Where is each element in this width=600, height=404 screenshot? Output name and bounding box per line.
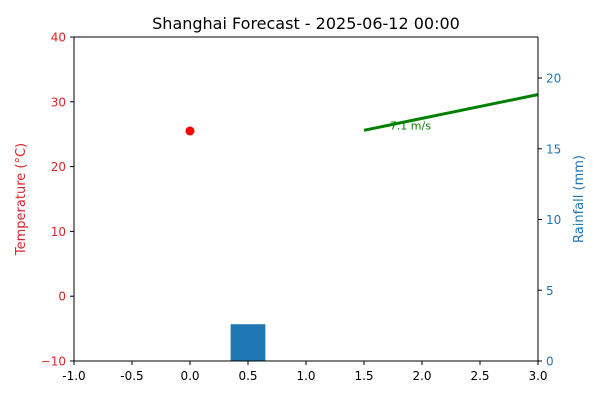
x-tick-label: 0.5 (238, 369, 257, 383)
rainfall-tick-label: 15 (546, 142, 561, 156)
x-tick-label: 1.5 (354, 369, 373, 383)
wind-label: 7.1 m/s (390, 120, 431, 133)
temperature-tick-label: 40 (51, 31, 66, 45)
x-tick-label: 3.0 (528, 369, 547, 383)
temperature-axis-label: Temperature (°C) (14, 143, 29, 256)
rainfall-tick-label: 20 (546, 72, 561, 86)
x-tick-label: -0.5 (120, 369, 143, 383)
x-tick-label: 2.5 (470, 369, 489, 383)
left-y-axis: −10 0 10 20 30 40 (41, 31, 74, 369)
x-axis: -1.0 -0.5 0.0 0.5 1.0 1.5 2.0 2.5 3.0 (62, 361, 548, 383)
x-tick-label: -1.0 (62, 369, 85, 383)
wind-line (363, 93, 538, 132)
rainfall-bar (230, 324, 266, 361)
x-tick-label: 0.0 (180, 369, 199, 383)
rainfall-tick-label: 10 (546, 213, 561, 227)
x-tick-label: 1.0 (296, 369, 315, 383)
temperature-tick-label: 10 (51, 225, 66, 239)
temperature-tick-label: 30 (51, 95, 66, 109)
right-y-axis: 0 5 10 15 20 (538, 72, 561, 369)
plot-area: 7.1 m/s (73, 36, 539, 362)
rainfall-tick-label: 5 (546, 284, 554, 298)
temperature-tick-label: 0 (58, 290, 66, 304)
temperature-tick-label: −10 (41, 355, 66, 369)
x-tick-label: 2.0 (412, 369, 431, 383)
chart-title: Shanghai Forecast - 2025-06-12 00:00 (152, 14, 460, 33)
rainfall-tick-label: 0 (546, 355, 554, 369)
temperature-tick-label: 20 (51, 160, 66, 174)
temperature-point (185, 126, 195, 136)
rainfall-axis-label: Rainfall (mm) (572, 155, 587, 243)
